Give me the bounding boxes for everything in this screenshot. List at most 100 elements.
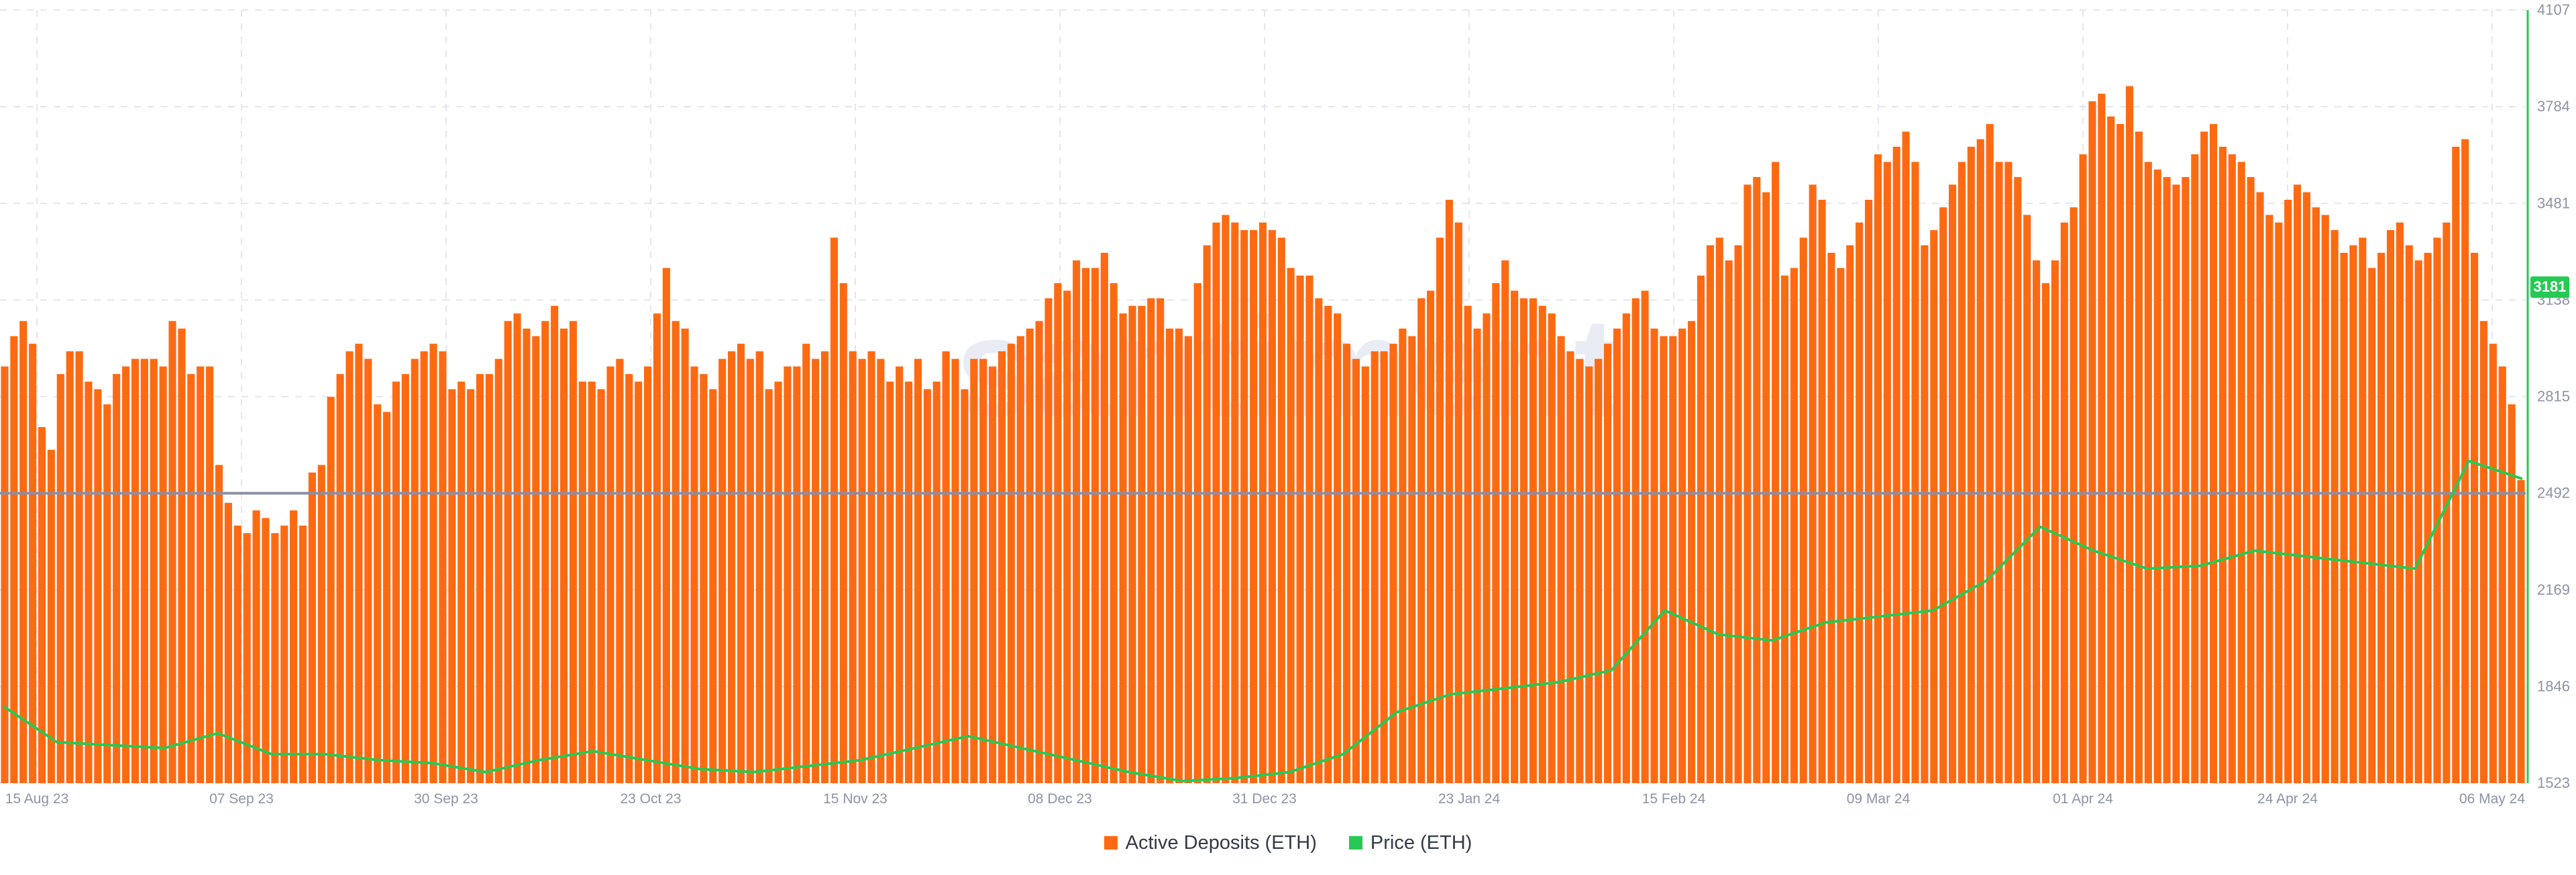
deposit-bar	[1361, 366, 1369, 783]
deposit-bar	[1110, 283, 1118, 783]
deposit-bar	[1921, 245, 1929, 783]
deposit-bar	[2023, 215, 2031, 783]
price-tick-label: 2815	[2537, 388, 2570, 405]
deposit-bar	[2237, 162, 2245, 783]
deposit-bar	[700, 373, 708, 783]
deposit-bar	[932, 382, 941, 783]
deposit-bar	[2433, 237, 2441, 783]
deposit-bar	[1650, 329, 1658, 783]
deposit-bar	[2014, 177, 2022, 783]
deposit-bar	[541, 320, 549, 783]
deposit-bar	[2452, 146, 2460, 784]
deposit-bar	[2359, 237, 2367, 783]
deposit-bar	[979, 359, 987, 783]
legend-item-price[interactable]: Price (ETH)	[1348, 832, 1472, 854]
deposit-bar	[1939, 207, 1947, 783]
deposit-bar	[905, 382, 913, 783]
deposit-bar	[1073, 260, 1081, 784]
legend-swatch-deposits	[1104, 836, 1118, 850]
deposit-bar	[1976, 139, 1984, 784]
deposit-bar	[2116, 123, 2125, 783]
current-price-badge	[2530, 276, 2569, 298]
deposit-bar	[1715, 237, 1723, 783]
deposit-bar	[2330, 230, 2339, 783]
deposit-bar	[1026, 329, 1034, 783]
deposit-bar	[1837, 268, 1845, 783]
deposit-bar	[140, 359, 148, 783]
deposit-bar	[2210, 123, 2218, 783]
deposit-bar	[559, 329, 568, 783]
deposit-bar	[1548, 313, 1556, 783]
deposit-bar	[2051, 260, 2059, 784]
deposit-bar	[197, 366, 205, 783]
deposit-bar	[1874, 154, 1882, 783]
x-tick-label: 23 Jan 24	[1438, 791, 1501, 807]
deposit-bar	[653, 313, 661, 783]
deposit-bar	[616, 359, 624, 783]
deposit-bar	[2377, 253, 2385, 783]
price-tick-label: 2492	[2537, 485, 2570, 502]
deposit-bar	[765, 389, 773, 783]
deposit-bar	[2498, 366, 2506, 783]
deposit-bar	[784, 366, 792, 783]
deposit-bar	[448, 389, 456, 783]
deposit-bar	[56, 373, 64, 783]
deposit-bar	[1464, 306, 1472, 783]
deposit-bar	[1454, 222, 1462, 784]
deposit-bar	[243, 533, 251, 783]
deposit-bar	[2424, 253, 2432, 783]
deposit-bar	[345, 351, 354, 783]
deposit-bar	[2163, 177, 2171, 783]
x-tick-label: 07 Sep 23	[209, 791, 274, 807]
deposit-bar	[29, 343, 37, 783]
deposit-bar	[439, 351, 447, 783]
legend-item-deposits[interactable]: Active Deposits (ETH)	[1104, 832, 1317, 854]
deposit-bar	[1473, 329, 1481, 783]
deposit-bar	[989, 366, 997, 783]
deposit-bar	[2144, 162, 2152, 783]
deposit-bar	[1557, 336, 1565, 784]
deposit-bar	[1631, 298, 1640, 784]
deposit-bar	[2265, 215, 2273, 783]
deposit-bar	[2135, 131, 2143, 783]
deposit-bar	[2004, 162, 2012, 783]
deposit-bar	[2060, 222, 2068, 784]
deposit-bar	[2218, 146, 2227, 784]
deposit-bar	[411, 359, 419, 783]
deposit-bar	[1511, 290, 1519, 783]
deposit-bar	[1930, 230, 1938, 783]
deposit-bar	[2275, 222, 2283, 784]
deposit-bar	[150, 359, 158, 783]
deposit-bar	[299, 525, 307, 783]
deposit-bar	[1166, 329, 1174, 783]
deposit-bar	[1585, 366, 1593, 783]
deposit-bar	[1762, 192, 1770, 783]
deposit-bar	[262, 518, 270, 783]
deposit-bar	[383, 412, 391, 783]
deposit-bar	[961, 389, 969, 783]
deposit-bar	[2340, 253, 2348, 783]
deposit-bar	[2098, 93, 2106, 783]
deposit-bar	[94, 389, 102, 783]
price-series-line	[2, 459, 2523, 782]
deposit-bar	[215, 465, 223, 783]
price-tick-label: 4107	[2537, 1, 2570, 18]
deposit-bar	[1967, 146, 1975, 784]
deposit-bars	[1, 86, 2525, 784]
deposit-bar	[1995, 162, 2003, 783]
deposit-bar	[2405, 245, 2413, 783]
deposit-bar	[1063, 290, 1071, 783]
deposit-bar	[1949, 184, 1957, 784]
deposit-bar	[923, 389, 931, 783]
deposit-bar	[588, 382, 596, 783]
deposit-bar	[1054, 283, 1062, 783]
deposit-bar	[1128, 306, 1136, 783]
deposit-bar	[1846, 245, 1854, 783]
deposit-bar	[2228, 154, 2236, 783]
deposit-bar	[1287, 268, 1295, 783]
deposit-bar	[2461, 139, 2469, 784]
deposit-bar	[1, 366, 9, 783]
deposit-bar	[2414, 260, 2422, 784]
deposit-bar	[532, 336, 540, 784]
